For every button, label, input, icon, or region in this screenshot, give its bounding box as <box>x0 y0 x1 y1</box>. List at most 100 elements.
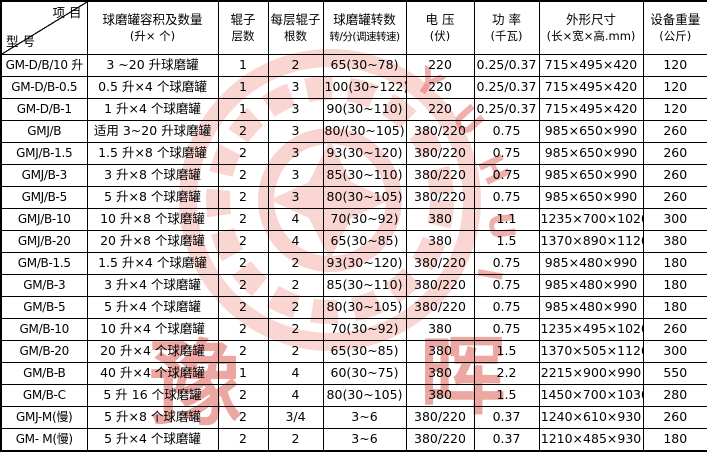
cell-rotation_speed: 100(30~122) <box>322 76 407 99</box>
cell-model: GMJ/B-5 <box>0 186 88 209</box>
cell-rollers_per_layer: 4 <box>267 384 324 407</box>
cell-dimensions: 985×650×990 <box>538 142 644 165</box>
cell-roller_layers: 2 <box>217 142 269 165</box>
header-power-line2: (千瓦) <box>490 29 523 44</box>
cell-power: 1.5 <box>473 384 540 407</box>
cell-capacity: 适用 3~20 升球磨罐 <box>86 120 219 143</box>
cell-roller_layers: 2 <box>217 164 269 187</box>
cell-dimensions: 1240×610×930 <box>538 406 644 429</box>
cell-model: GMJ/B-10 <box>0 208 88 231</box>
cell-weight: 180 <box>642 428 707 452</box>
cell-model: GMJ-M(慢) <box>0 406 88 429</box>
cell-voltage: 220 <box>405 54 475 77</box>
cell-rotation_speed: 93(30~120) <box>322 252 407 275</box>
cell-capacity: 5 升×4 个球磨罐 <box>86 296 219 319</box>
cell-model: GM-D/B-1 <box>0 98 88 121</box>
cell-rollers_per_layer: 3 <box>267 76 324 99</box>
cell-rotation_speed: 85(30~110) <box>322 274 407 297</box>
cell-model: GM/B-5 <box>0 296 88 319</box>
cell-weight: 180 <box>642 252 707 275</box>
cell-rollers_per_layer: 4 <box>267 362 324 385</box>
header-capacity-line2: (升× 个) <box>129 29 176 44</box>
cell-roller_layers: 2 <box>217 120 269 143</box>
cell-capacity: 0.5 升×4 个球磨罐 <box>86 76 219 99</box>
cell-voltage: 380 <box>405 318 475 341</box>
table-row: GM/B-20 20 升×4 个球磨罐 2 2 65(30~85) 380 1.5 1370×… <box>0 340 707 363</box>
cell-rollers_per_layer: 3 <box>267 186 324 209</box>
cell-roller_layers: 2 <box>217 208 269 231</box>
cell-capacity: 40 升×4 个球磨罐 <box>86 362 219 385</box>
header-rotation-speed: 球磨罐转数 转/分(调速转速) <box>322 0 407 55</box>
cell-voltage: 380 <box>405 230 475 253</box>
cell-rollers_per_layer: 4 <box>267 230 324 253</box>
cell-rotation_speed: 70(30~92) <box>322 208 407 231</box>
cell-weight: 260 <box>642 164 707 187</box>
cell-power: 1.5 <box>473 230 540 253</box>
cell-voltage: 220 <box>405 76 475 99</box>
table-row: GMJ/B-10 10 升×8 个球磨罐 2 4 70(30~92) 380 1.1 1235… <box>0 208 707 231</box>
table-row: GM/B-C 5 升 16 个球磨罐 2 4 80(30~105) 380 1.5 1450×… <box>0 384 707 407</box>
header-power: 功 率 (千瓦) <box>473 0 540 55</box>
cell-roller_layers: 1 <box>217 362 269 385</box>
table-row: GM-D/B-1 1 升×4 个球磨罐 1 3 90(30~110) 220 0.25/0.… <box>0 98 707 121</box>
cell-weight: 260 <box>642 406 707 429</box>
table-header: 项 目 型 号 球磨罐容积及数量 (升× 个) 辊子 层数 每层辊子 根数 球磨… <box>0 0 707 55</box>
cell-rotation_speed: 3~6 <box>322 406 407 429</box>
cell-dimensions: 715×495×420 <box>538 54 644 77</box>
cell-power: 2.2 <box>473 362 540 385</box>
cell-rollers_per_layer: 2 <box>267 252 324 275</box>
cell-weight: 300 <box>642 208 707 231</box>
cell-model: GM/B-1.5 <box>0 252 88 275</box>
table-row: GM/B-B 40 升×4 个球磨罐 1 4 60(30~75) 380 2.2 2215×9… <box>0 362 707 385</box>
cell-capacity: 10 升×8 个球磨罐 <box>86 208 219 231</box>
cell-dimensions: 715×495×420 <box>538 98 644 121</box>
cell-dimensions: 985×480×990 <box>538 296 644 319</box>
cell-capacity: 5 升×8 个球磨罐 <box>86 186 219 209</box>
cell-rotation_speed: 65(30~85) <box>322 230 407 253</box>
header-rollers-per-layer-line2: 根数 <box>284 29 307 44</box>
cell-rollers_per_layer: 2 <box>267 340 324 363</box>
cell-rollers_per_layer: 3 <box>267 164 324 187</box>
header-corner-item-label: 项 目 <box>52 5 82 20</box>
cell-rollers_per_layer: 3 <box>267 142 324 165</box>
table-row: GMJ/B-1.5 1.5 升×8 个球磨罐 2 3 93(30~120) 380/220… <box>0 142 707 165</box>
header-rotation-speed-line2: 转/分(调速转速) <box>329 30 400 43</box>
cell-weight: 300 <box>642 340 707 363</box>
cell-capacity: 10 升×4 个球磨罐 <box>86 318 219 341</box>
cell-voltage: 380/220 <box>405 252 475 275</box>
cell-power: 1.1 <box>473 208 540 231</box>
cell-roller_layers: 1 <box>217 76 269 99</box>
cell-power: 0.25/0.37 <box>473 54 540 77</box>
header-roller-layers-line2: 层数 <box>231 29 255 44</box>
cell-capacity: 5 升 16 个球磨罐 <box>86 384 219 407</box>
cell-rollers_per_layer: 3/4 <box>267 406 324 429</box>
cell-voltage: 380/220 <box>405 186 475 209</box>
cell-dimensions: 985×480×990 <box>538 252 644 275</box>
header-roller-layers: 辊子 层数 <box>217 0 269 55</box>
cell-roller_layers: 2 <box>217 252 269 275</box>
cell-capacity: 1.5 升×8 个球磨罐 <box>86 142 219 165</box>
cell-voltage: 380 <box>405 362 475 385</box>
header-voltage-line1: 电 压 <box>425 11 455 27</box>
cell-rotation_speed: 80(30~105) <box>322 384 407 407</box>
cell-roller_layers: 1 <box>217 98 269 121</box>
header-rotation-speed-line1: 球磨罐转数 <box>333 12 396 28</box>
cell-weight: 550 <box>642 362 707 385</box>
cell-power: 0.75 <box>473 274 540 297</box>
cell-capacity: 3 升×8 个球磨罐 <box>86 164 219 187</box>
cell-power: 0.25/0.37 <box>473 76 540 99</box>
header-weight-line1: 设备重量 <box>650 11 701 27</box>
table-row: GMJ/B-3 3 升×8 个球磨罐 2 3 85(30~110) 380/220 0.75… <box>0 164 707 187</box>
cell-voltage: 380 <box>405 208 475 231</box>
cell-weight: 260 <box>642 120 707 143</box>
cell-voltage: 380/220 <box>405 406 475 429</box>
cell-dimensions: 985×480×990 <box>538 274 644 297</box>
cell-rollers_per_layer: 2 <box>267 296 324 319</box>
table-row: GM/B-5 5 升×4 个球磨罐 2 2 80(30~105) 380/220 0.75 9… <box>0 296 707 319</box>
cell-rollers_per_layer: 3 <box>267 98 324 121</box>
cell-voltage: 220 <box>405 98 475 121</box>
cell-weight: 260 <box>642 142 707 165</box>
